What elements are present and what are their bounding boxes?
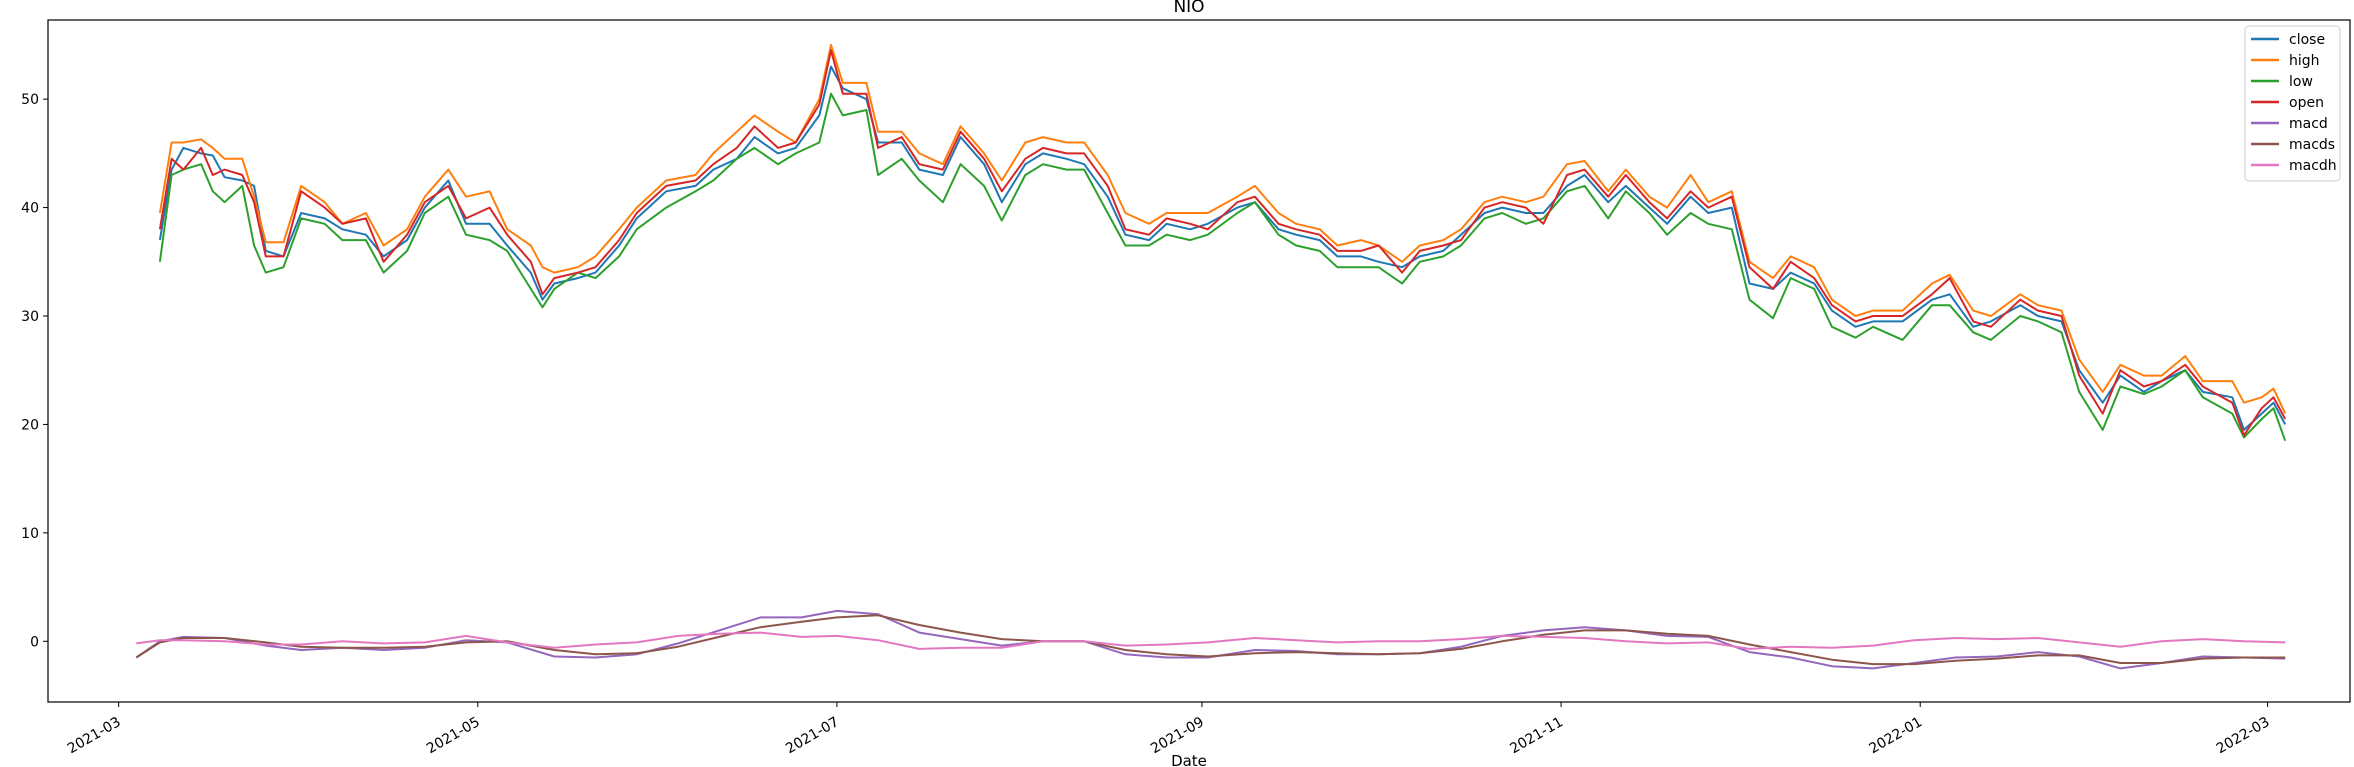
series-line-macdh: [136, 631, 2286, 650]
legend-label-macds: macds: [2289, 137, 2335, 153]
series-layer: [135, 43, 2287, 670]
series-line-low: [158, 92, 2287, 442]
series-line-close: [158, 65, 2287, 431]
y-tick-label: 10: [21, 526, 39, 542]
legend-box: [2244, 25, 2341, 182]
legend-label-macd: macd: [2289, 116, 2328, 132]
legend: close high low open macd macds macdh: [2244, 25, 2341, 182]
series-line-macd: [135, 609, 2286, 670]
y-tick-label: 50: [21, 92, 39, 108]
y-tick-label: 0: [30, 634, 39, 650]
plot-area-frame: [47, 19, 2351, 703]
chart-title: NIO: [1173, 0, 1204, 17]
legend-label-macdh: macdh: [2289, 158, 2337, 174]
series-line-macds: [135, 614, 2286, 666]
legend-label-close: close: [2289, 32, 2325, 48]
y-tick-label: 20: [21, 417, 39, 433]
legend-label-low: low: [2289, 74, 2313, 90]
series-line-open: [158, 49, 2287, 437]
x-axis-label: Date: [1171, 752, 1207, 767]
y-tick-label: 40: [21, 201, 39, 217]
y-tick-label: 30: [21, 309, 39, 325]
legend-label-open: open: [2289, 95, 2324, 111]
legend-label-high: high: [2289, 53, 2320, 69]
series-line-high: [158, 43, 2287, 415]
